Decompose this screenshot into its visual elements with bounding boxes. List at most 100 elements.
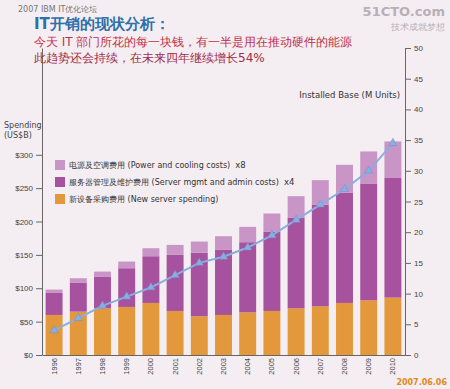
bar (288, 308, 305, 355)
marker (147, 283, 155, 290)
tick-label: $200 (15, 218, 33, 227)
legend-item: 新设备采购费用 (New server spending) (55, 194, 218, 204)
bar (94, 308, 111, 355)
tick-mark (405, 324, 411, 325)
tick: 2010 (388, 358, 397, 375)
marker (123, 292, 131, 299)
bar (336, 303, 353, 355)
tick-label: 2009 (364, 358, 373, 375)
legend-item: 服务器管理及维护费用 (Server mgmt and admin costs)… (55, 177, 294, 187)
tick-mark (405, 202, 411, 203)
tick: 2003 (219, 358, 228, 375)
subtitle: 此趋势还会持续，在未来四年继续增长54% (34, 51, 265, 65)
tick: 10 (405, 290, 423, 299)
tick-label: 2002 (195, 358, 204, 375)
tick-label: 40 (414, 105, 423, 114)
tick: $150 (15, 251, 42, 260)
y2-axis: 05101520253035404550 (405, 44, 423, 360)
bar (312, 205, 329, 306)
tick-label: 1998 (98, 358, 107, 375)
legend-swatch (55, 177, 65, 187)
chart: Installed Base (M Units)$0$50$100$150$20… (0, 0, 450, 389)
tick-mark (36, 222, 42, 223)
axis-line (42, 49, 43, 356)
bar (167, 311, 184, 355)
tick: $300 (15, 151, 42, 160)
bar (70, 278, 87, 283)
tick: 1997 (74, 358, 83, 375)
tick-mark (405, 48, 411, 49)
annotation: x8 (235, 160, 245, 170)
tick: 2002 (195, 358, 204, 375)
bar (288, 196, 305, 217)
bar (142, 303, 159, 355)
tick-mark (36, 155, 42, 156)
tick: $100 (15, 284, 42, 293)
legend-swatch (55, 194, 65, 204)
tick: 50 (405, 44, 423, 53)
tick-label: 45 (414, 75, 423, 84)
tick-label: 2008 (340, 358, 349, 375)
tick-mark (36, 288, 42, 289)
bar (239, 242, 256, 312)
bar (336, 193, 353, 303)
tick-mark (405, 79, 411, 80)
tick-label: $100 (15, 284, 33, 293)
bar (94, 272, 111, 277)
bar (142, 248, 159, 256)
tick-mark (36, 355, 42, 356)
bar (142, 256, 159, 303)
tick-label: $50 (20, 318, 34, 327)
tick-label: 30 (414, 167, 423, 176)
bar (288, 218, 305, 309)
tick-label: 10 (414, 290, 423, 299)
x-axis: 1996199719981999200020012002200320042005… (43, 356, 406, 375)
tick: 1999 (122, 358, 131, 375)
axis-line (43, 355, 406, 356)
legend-label: 新设备采购费用 (New server spending) (69, 195, 218, 204)
plot-area (46, 138, 402, 355)
bar (118, 307, 135, 355)
bar (46, 293, 63, 315)
tick-label: 2003 (219, 358, 228, 375)
tick-label: 50 (414, 44, 423, 53)
legend-swatch (55, 160, 65, 170)
legend: 电源及空调费用 (Power and cooling costs)x8服务器管理… (55, 160, 294, 204)
bar (384, 141, 401, 177)
bar (70, 312, 87, 355)
tick-label: 25 (414, 198, 423, 207)
tick: 1998 (98, 358, 107, 375)
tick-label: 2001 (171, 358, 180, 375)
tick: 2007 (316, 358, 325, 375)
subtitle: 今天 IT 部门所花的每一块钱，有一半是用在推动硬件的能源 (34, 35, 353, 49)
tick-label: $0 (24, 351, 33, 360)
tick-label: 2007 (316, 358, 325, 375)
tick: 20 (405, 228, 423, 237)
tick-mark (405, 140, 411, 141)
bar (70, 283, 87, 312)
date-stamp: 2007.06.06 (396, 378, 447, 387)
bar (167, 255, 184, 311)
tick: 2005 (267, 358, 276, 375)
bar (239, 227, 256, 242)
marker (292, 215, 300, 222)
background (0, 0, 450, 389)
tick-label: $300 (15, 151, 33, 160)
tick-mark (405, 232, 411, 233)
tick: 2004 (243, 358, 252, 375)
tick-label: 35 (414, 136, 423, 145)
bar (384, 177, 401, 297)
annotation: 2007 IBM IT优化论坛 (18, 5, 97, 14)
marker (340, 184, 348, 191)
tick-label: 15 (414, 259, 423, 268)
tick-mark (405, 355, 411, 356)
tick: 1996 (50, 358, 59, 375)
marker (268, 230, 276, 237)
tick-label: 2006 (292, 358, 301, 375)
tick-label: 20 (414, 228, 423, 237)
marker (244, 243, 252, 250)
tick: 5 (405, 320, 419, 329)
tick: $50 (20, 318, 42, 327)
tick-label: 2004 (243, 358, 252, 375)
bar (384, 298, 401, 355)
